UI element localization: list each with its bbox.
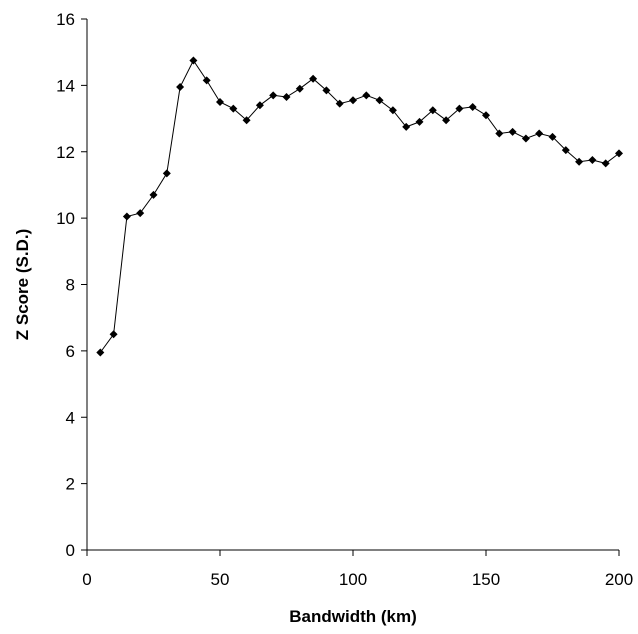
data-point bbox=[96, 348, 105, 357]
x-axis: 0 50 100 150 200 bbox=[82, 550, 633, 589]
data-point bbox=[388, 106, 397, 115]
y-tick-label: 0 bbox=[66, 541, 75, 560]
y-tick-label: 6 bbox=[66, 342, 75, 361]
data-point bbox=[309, 74, 318, 83]
x-tick-label: 50 bbox=[211, 570, 230, 589]
y-tick-label: 14 bbox=[56, 76, 75, 95]
data-series bbox=[96, 56, 623, 357]
y-tick-label: 4 bbox=[66, 408, 75, 427]
data-point bbox=[149, 190, 158, 199]
data-point bbox=[242, 116, 251, 125]
data-point bbox=[442, 116, 451, 125]
data-point bbox=[548, 132, 557, 141]
y-tick-label: 8 bbox=[66, 276, 75, 295]
data-point bbox=[189, 56, 198, 65]
data-point bbox=[229, 104, 238, 113]
data-point bbox=[588, 156, 597, 165]
data-point bbox=[322, 86, 331, 95]
data-point bbox=[415, 117, 424, 126]
y-tick-label: 12 bbox=[56, 143, 75, 162]
x-axis-title: Bandwidth (km) bbox=[289, 607, 417, 626]
x-tick-label: 200 bbox=[605, 570, 633, 589]
data-point bbox=[109, 330, 118, 339]
data-point bbox=[349, 96, 357, 105]
y-tick-label: 16 bbox=[56, 10, 75, 29]
data-point bbox=[136, 209, 145, 218]
data-point bbox=[402, 122, 411, 131]
data-point bbox=[615, 149, 623, 158]
y-axis-title: Z Score (S.D.) bbox=[13, 229, 32, 340]
data-point bbox=[495, 129, 504, 138]
data-point bbox=[535, 129, 544, 138]
data-point bbox=[202, 76, 211, 85]
data-point bbox=[482, 111, 490, 120]
x-tick-label: 0 bbox=[82, 570, 91, 589]
data-point bbox=[295, 84, 304, 93]
data-point bbox=[362, 91, 371, 100]
data-point bbox=[335, 99, 344, 108]
y-tick-label: 10 bbox=[56, 209, 75, 228]
data-point bbox=[176, 83, 185, 92]
data-point bbox=[122, 212, 131, 221]
data-point bbox=[601, 159, 610, 168]
x-tick-label: 150 bbox=[472, 570, 500, 589]
data-point bbox=[521, 134, 530, 143]
data-point bbox=[428, 106, 437, 115]
data-point bbox=[455, 104, 464, 113]
series-line bbox=[99, 59, 620, 353]
data-point bbox=[216, 97, 224, 106]
data-point bbox=[255, 101, 264, 110]
data-point bbox=[162, 169, 171, 178]
data-point bbox=[282, 92, 291, 101]
data-point bbox=[468, 102, 477, 111]
data-point bbox=[561, 146, 570, 155]
y-tick-label: 2 bbox=[66, 475, 75, 494]
data-point bbox=[508, 127, 517, 136]
x-tick-label: 100 bbox=[339, 570, 367, 589]
data-point bbox=[375, 96, 384, 105]
y-axis: 0 2 4 6 8 10 12 14 16 bbox=[56, 10, 87, 560]
data-point bbox=[575, 157, 584, 166]
data-point bbox=[269, 91, 278, 100]
